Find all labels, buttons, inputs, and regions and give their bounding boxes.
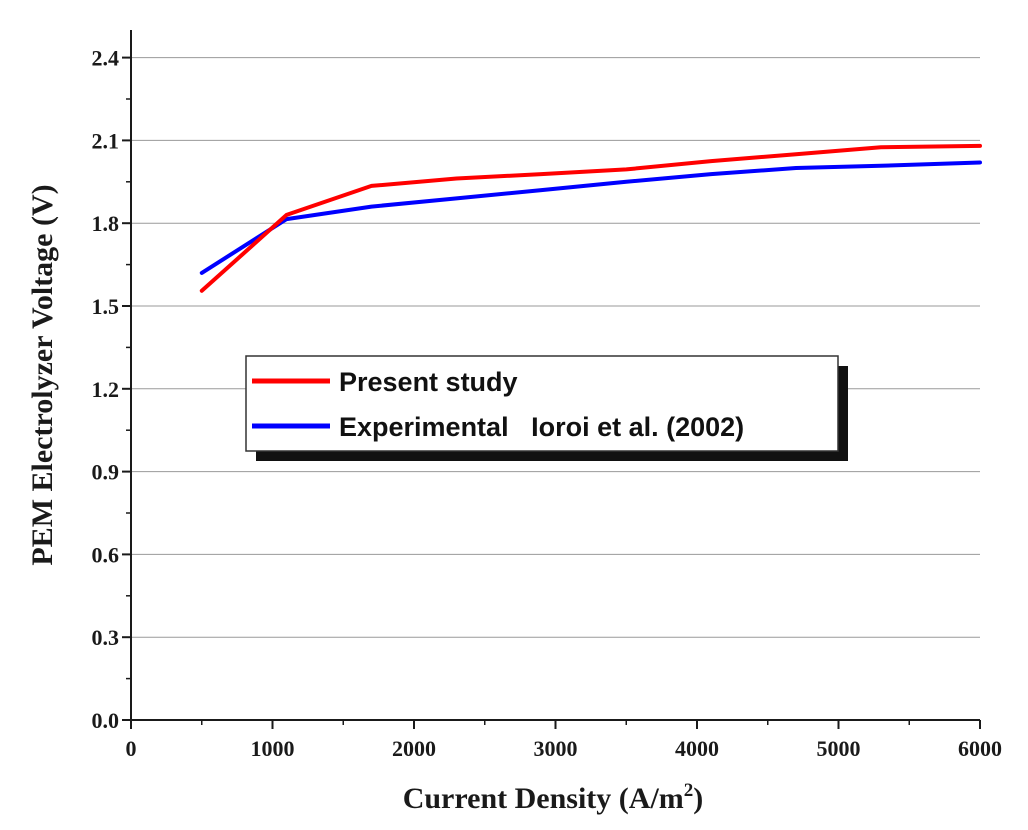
x-axis-title: Current Density (A/m2) — [403, 780, 704, 815]
legend-box — [245, 355, 839, 452]
y-tick-label: 1.8 — [92, 211, 120, 236]
series-line-experimental — [199, 160, 982, 275]
x-tick-label: 3000 — [534, 736, 578, 761]
series-layer — [199, 143, 982, 293]
y-tick-label: 0.3 — [92, 625, 120, 650]
ticks: 0.0 0.3 0.6 0.9 1.2 1.5 1.8 2.1 2.4 0 1000 2000 3000… — [92, 46, 1003, 761]
series-line-present-study — [199, 143, 982, 293]
y-tick-label: 0.9 — [92, 460, 120, 485]
x-tick-label: 6000 — [958, 736, 1002, 761]
y-tick-label: 2.4 — [92, 46, 120, 71]
grid-lines — [131, 57, 980, 638]
y-tick-label: 2.1 — [92, 128, 120, 153]
x-axis-title-main: Current Density (A/m — [403, 782, 684, 815]
y-tick-label: 0.6 — [92, 542, 120, 567]
x-axis-title-tail: ) — [693, 782, 703, 815]
y-tick-label: 1.5 — [92, 294, 120, 319]
x-tick-label: 4000 — [675, 736, 719, 761]
x-tick-label: 0 — [126, 736, 137, 761]
x-tick-label: 5000 — [817, 736, 861, 761]
legend-label-present-study: Present study — [339, 367, 518, 397]
legend-label-experimental: Experimental Ioroi et al. (2002) — [339, 412, 744, 442]
y-tick-label: 0.0 — [92, 708, 120, 733]
y-tick-label: 1.2 — [92, 377, 120, 402]
y-axis-title: PEM Electrolyzer Voltage (V) — [26, 184, 59, 565]
x-tick-label: 2000 — [392, 736, 436, 761]
x-axis-title-superscript: 2 — [684, 780, 694, 801]
legend: Present study Experimental Ioroi et al. … — [245, 355, 848, 461]
x-tick-label: 1000 — [251, 736, 295, 761]
